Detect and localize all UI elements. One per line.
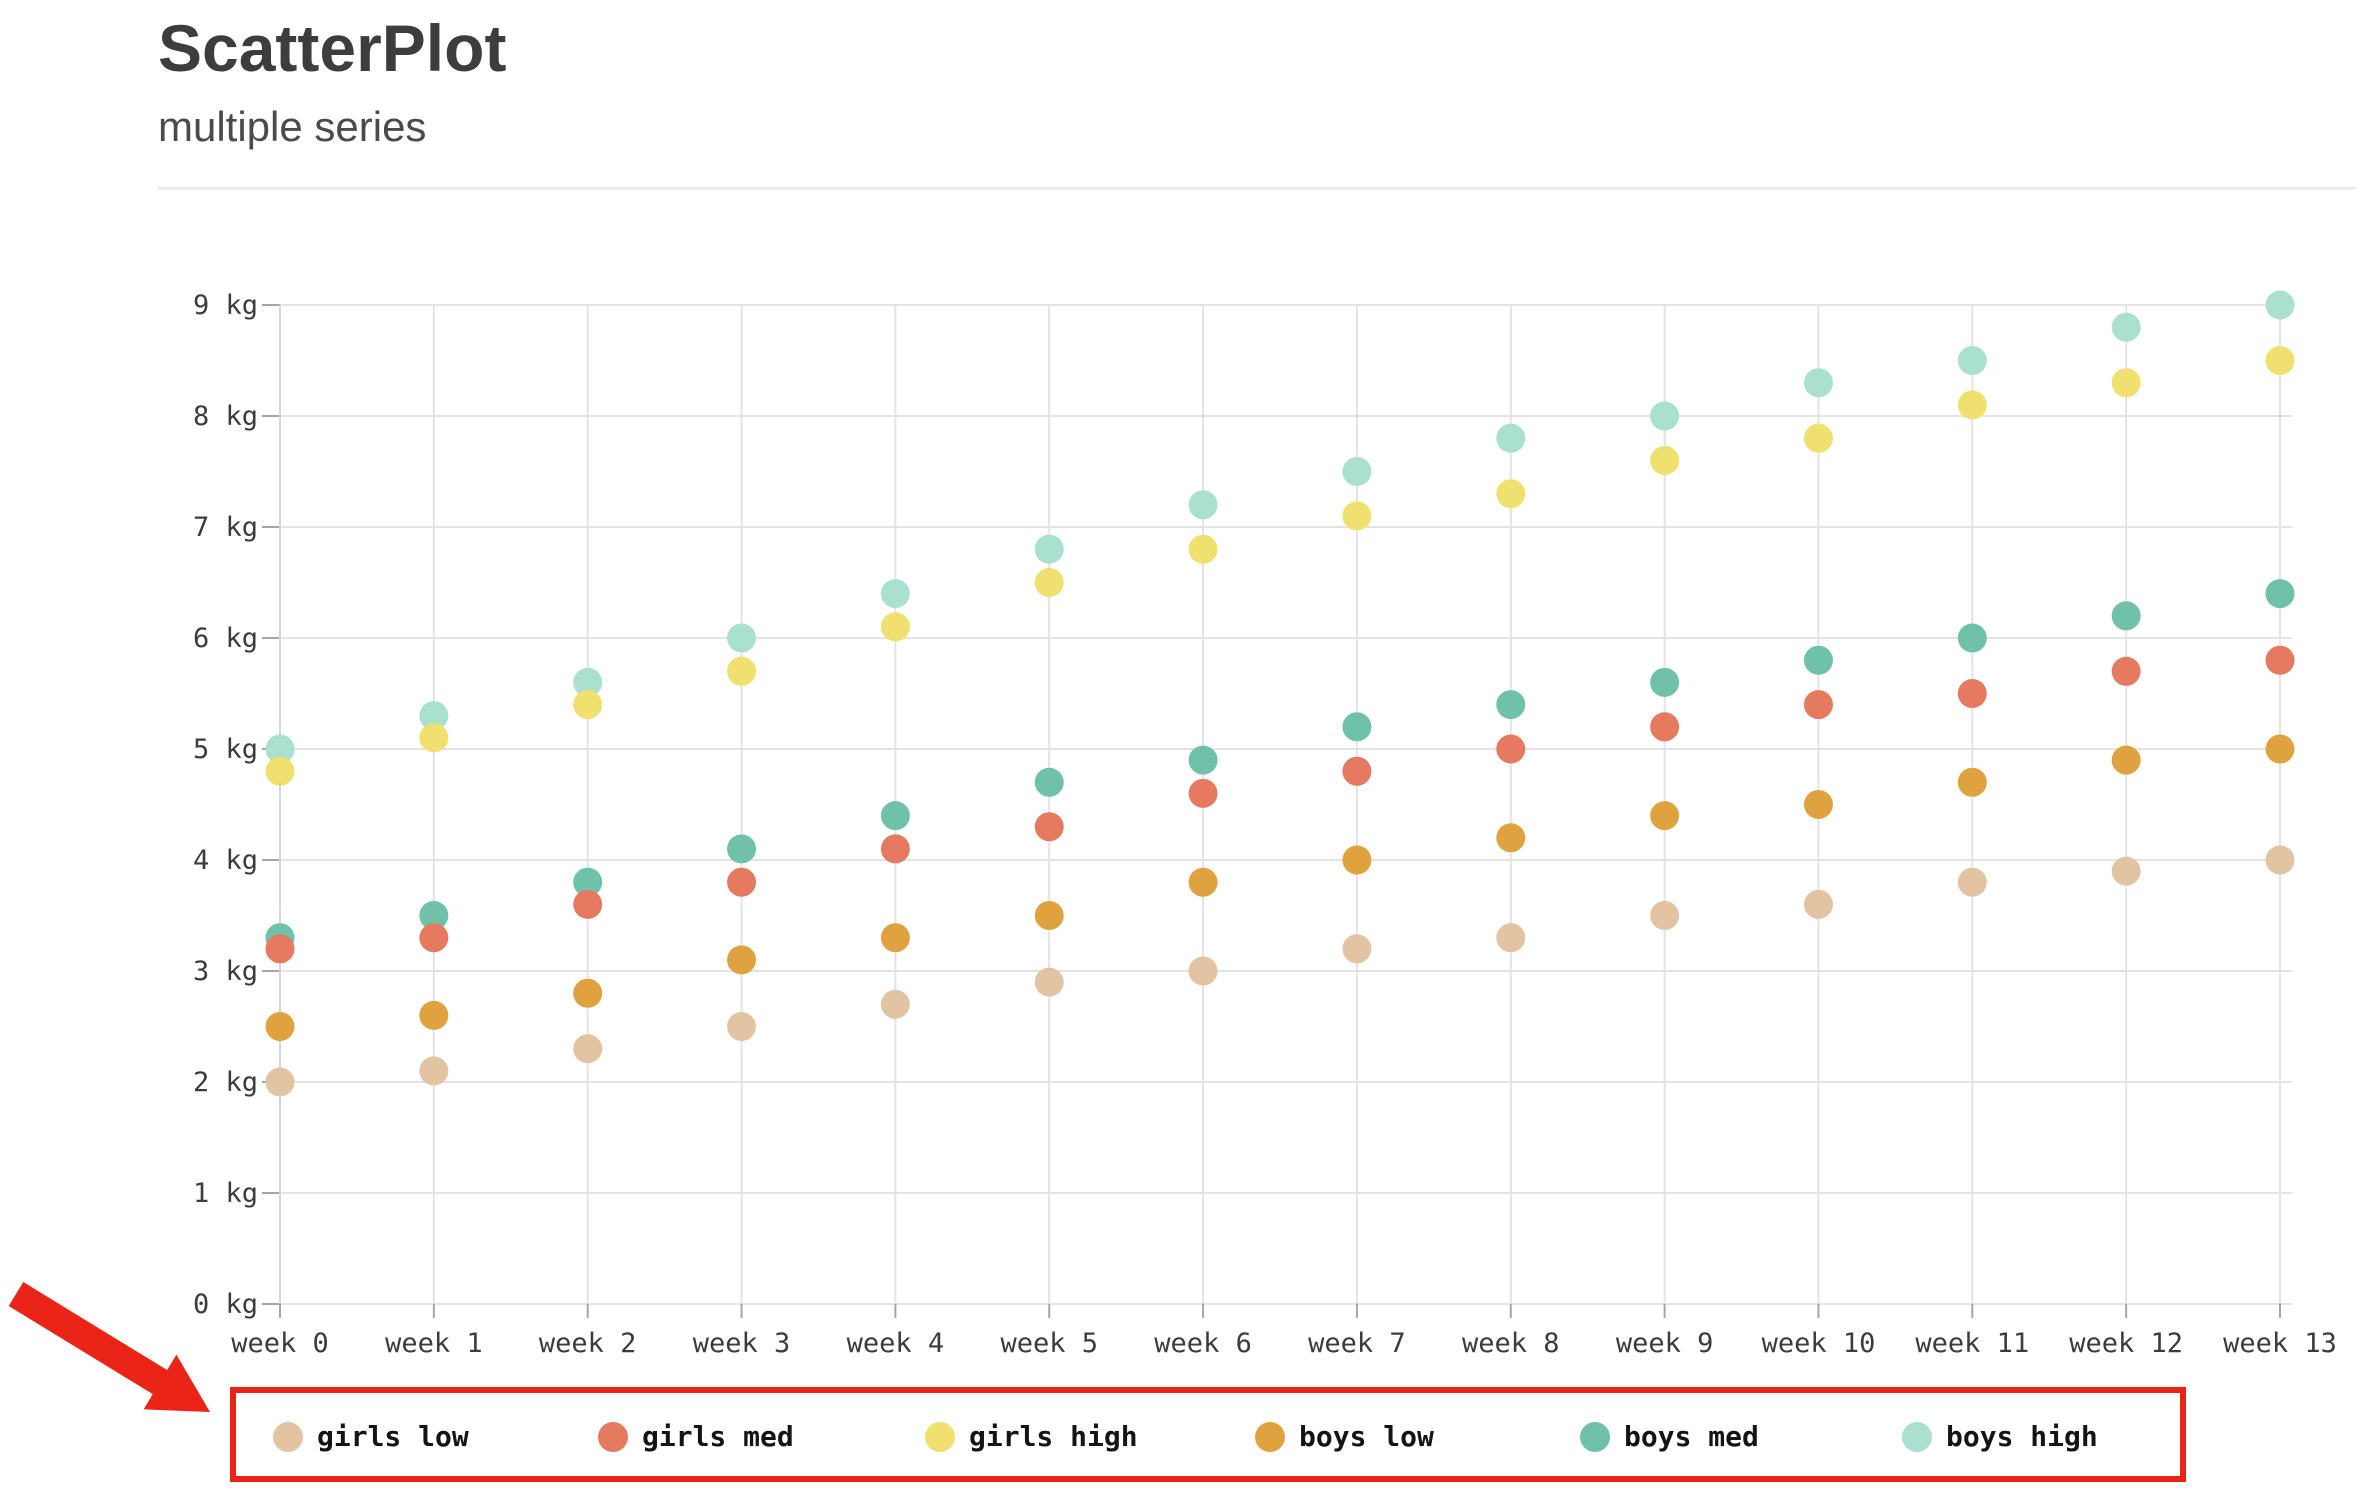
legend-item-boys-low[interactable]: boys low (1255, 1421, 1434, 1453)
svg-text:week 6: week 6 (1154, 1328, 1252, 1359)
svg-text:week 12: week 12 (2069, 1328, 2183, 1359)
legend-highlight-box: girls low girls med girls high boys low … (230, 1387, 2186, 1482)
legend-label: girls high (969, 1420, 1138, 1453)
legend-item-girls-high[interactable]: girls high (925, 1421, 1138, 1453)
page-subtitle: multiple series (158, 103, 427, 150)
svg-text:3 kg: 3 kg (193, 956, 258, 987)
svg-text:week 10: week 10 (1762, 1328, 1876, 1359)
svg-text:week 9: week 9 (1616, 1328, 1714, 1359)
legend-item-girls-low[interactable]: girls low (273, 1421, 469, 1453)
legend-label: boys low (1299, 1420, 1434, 1453)
svg-text:week 13: week 13 (2223, 1328, 2337, 1359)
svg-text:4 kg: 4 kg (193, 845, 258, 876)
legend-item-boys-high[interactable]: boys high (1902, 1421, 2098, 1453)
legend-item-girls-med[interactable]: girls med (598, 1421, 794, 1453)
svg-text:week 8: week 8 (1462, 1328, 1560, 1359)
svg-text:week 3: week 3 (693, 1328, 791, 1359)
svg-text:week 0: week 0 (231, 1328, 329, 1359)
girls-low-dot-icon (273, 1422, 303, 1452)
svg-text:week 7: week 7 (1308, 1328, 1406, 1359)
legend-label: boys high (1946, 1420, 2098, 1453)
svg-text:week 4: week 4 (847, 1328, 945, 1359)
girls-med-dot-icon (598, 1422, 628, 1452)
svg-text:week 5: week 5 (1000, 1328, 1098, 1359)
legend-label: boys med (1624, 1420, 1759, 1453)
svg-text:week 1: week 1 (385, 1328, 483, 1359)
legend-item-boys-med[interactable]: boys med (1580, 1421, 1759, 1453)
svg-text:7 kg: 7 kg (193, 512, 258, 543)
legend-label: girls med (642, 1420, 794, 1453)
svg-text:5 kg: 5 kg (193, 734, 258, 765)
svg-text:week 2: week 2 (539, 1328, 637, 1359)
boys-low-dot-icon (1255, 1422, 1285, 1452)
svg-text:2 kg: 2 kg (193, 1067, 258, 1098)
svg-text:8 kg: 8 kg (193, 401, 258, 432)
boys-high-dot-icon (1902, 1422, 1932, 1452)
girls-high-dot-icon (925, 1422, 955, 1452)
legend-label: girls low (317, 1420, 469, 1453)
svg-text:9 kg: 9 kg (193, 290, 258, 321)
boys-med-dot-icon (1580, 1422, 1610, 1452)
svg-text:week 11: week 11 (1915, 1328, 2029, 1359)
svg-text:0 kg: 0 kg (193, 1289, 258, 1320)
svg-text:6 kg: 6 kg (193, 623, 258, 654)
divider (158, 187, 2356, 190)
svg-text:1 kg: 1 kg (193, 1178, 258, 1209)
page-title: ScatterPlot (158, 11, 507, 85)
